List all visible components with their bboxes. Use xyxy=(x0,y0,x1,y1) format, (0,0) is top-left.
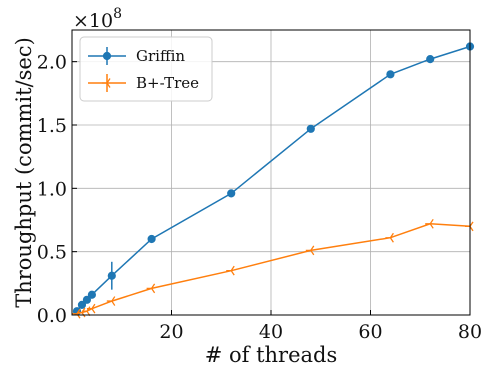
x-tick-label: 40 xyxy=(259,321,283,343)
series-layer xyxy=(71,42,475,319)
data-point-marker xyxy=(465,221,474,232)
data-point-marker xyxy=(77,300,87,309)
legend-box xyxy=(79,36,213,102)
y-tick-label: 0.0 xyxy=(37,305,67,327)
y-axis-label: Throughput (commit/sec) xyxy=(12,37,36,308)
y-tick-label: 1.0 xyxy=(37,178,67,200)
data-point-marker xyxy=(147,234,156,244)
data-point-marker xyxy=(306,124,315,133)
legend-label: B+-Tree xyxy=(136,74,199,92)
data-point-marker xyxy=(107,271,116,280)
series-0 xyxy=(72,42,475,316)
series-line xyxy=(76,223,471,315)
data-point-marker xyxy=(86,303,96,314)
data-point-marker xyxy=(102,51,112,61)
legend-label: Griffin xyxy=(136,47,185,65)
series-1 xyxy=(71,218,474,319)
data-point-marker xyxy=(102,78,111,88)
x-axis-label: # of threads xyxy=(205,343,338,367)
data-point-marker xyxy=(386,70,395,79)
y-multiplier: ×108 xyxy=(73,6,122,32)
x-tick-label: 80 xyxy=(458,321,482,343)
data-point-marker xyxy=(227,189,236,198)
axis-ticks: 20 40 60 80 0.0 0.5 1.0 1.5 2.0 xyxy=(37,52,482,343)
data-point-marker xyxy=(305,245,315,256)
legend: Griffin B+-Tree xyxy=(79,36,213,102)
data-point-marker xyxy=(425,218,434,229)
x-tick-label: 20 xyxy=(159,321,183,343)
legend-item: B+-Tree xyxy=(88,74,199,92)
x-tick-label: 60 xyxy=(358,321,382,343)
legend-item: Griffin xyxy=(88,47,185,65)
data-point-marker xyxy=(226,265,235,276)
data-point-marker xyxy=(87,290,97,299)
data-point-marker xyxy=(385,232,394,243)
y-tick-label: 2.0 xyxy=(37,52,67,74)
y-tick-label: 0.5 xyxy=(37,242,67,264)
data-point-marker xyxy=(82,295,92,304)
data-point-marker xyxy=(146,283,156,294)
y-multiplier-base: ×10 xyxy=(73,10,113,32)
data-point-marker xyxy=(106,296,116,306)
y-multiplier-exponent: 8 xyxy=(113,6,122,22)
data-point-marker xyxy=(426,55,435,64)
y-tick-label: 1.5 xyxy=(37,115,67,137)
